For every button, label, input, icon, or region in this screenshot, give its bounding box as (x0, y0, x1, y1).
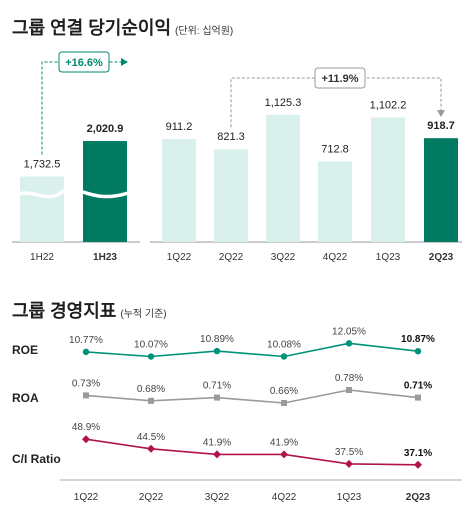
point-roa-2Q23 (415, 394, 421, 401)
point-roa-1Q23 (346, 387, 352, 393)
x-tick-2Q22: 2Q22 (219, 252, 244, 263)
x-tick-1Q23: 1Q23 (376, 252, 401, 263)
net-income-title-text: 그룹 연결 당기순이익 (12, 18, 172, 38)
point-ci-2Q23 (414, 460, 422, 469)
bar-value-label-4Q22: 712.8 (321, 143, 349, 155)
bar-1Q22 (162, 139, 196, 242)
point-roe-3Q22 (213, 347, 221, 355)
series-line-ciratio (85, 438, 419, 466)
growth-box-half (58, 51, 110, 73)
bar-2Q23 (424, 138, 458, 242)
value-label-roe-4Q22: 10.08% (267, 339, 301, 350)
point-roa-4Q22 (281, 400, 287, 406)
x-tick-4Q22: 4Q22 (272, 492, 297, 503)
value-label-ciratio-3Q22: 41.9% (203, 437, 231, 448)
net-income-unit: (단위: 십억원) (175, 26, 234, 37)
growth-label-quarter: +11.9% (321, 73, 358, 85)
bar-value-label-1H22: 1,732.5 (24, 159, 61, 171)
x-tick-1Q22: 1Q22 (167, 252, 192, 263)
series-label-ciratio: C/I Ratio (12, 452, 61, 466)
x-tick-1Q23: 1Q23 (337, 492, 362, 503)
net-income-title: 그룹 연결 당기순이익 (단위: 십억원) (12, 14, 233, 40)
point-roe-2Q22 (147, 353, 155, 360)
x-tick-2Q23: 2Q23 (406, 492, 431, 503)
point-ci-3Q22 (213, 450, 221, 459)
x-tick-3Q22: 3Q22 (205, 492, 230, 503)
metrics-title: 그룹 경영지표 (누적 기준) (12, 297, 167, 323)
value-label-roa-2Q22: 0.68% (137, 384, 165, 395)
x-tick-2Q23: 2Q23 (429, 252, 454, 263)
value-label-ciratio-1Q22: 48.9% (72, 422, 100, 433)
growth-label-half: +16.6% (65, 57, 103, 69)
value-label-roe-3Q22: 10.89% (200, 334, 234, 345)
series-label-roa: ROA (12, 391, 39, 405)
point-roa-3Q22 (214, 394, 220, 401)
bar-3Q22 (266, 114, 300, 242)
growth-box-quarter (314, 67, 366, 89)
bar-2Q22 (214, 149, 248, 242)
point-ci-2Q22 (147, 444, 155, 453)
series-label-roe: ROE (12, 343, 38, 357)
x-tick-1H23: 1H23 (93, 252, 117, 263)
bar-value-label-1Q23: 1,102.2 (370, 99, 407, 111)
value-label-ciratio-2Q22: 44.5% (137, 432, 165, 443)
bar-1H23 (83, 141, 127, 242)
value-label-roe-2Q22: 10.07% (134, 340, 168, 351)
point-roa-2Q22 (148, 397, 154, 404)
value-label-ciratio-4Q22: 41.9% (270, 437, 298, 448)
bar-value-label-2Q22: 821.3 (217, 131, 245, 143)
x-tick-1H22: 1H22 (30, 252, 54, 263)
x-tick-4Q22: 4Q22 (323, 252, 348, 263)
series-line-roe (85, 342, 419, 358)
point-roe-2Q23 (414, 348, 422, 355)
value-label-roa-1Q22: 0.73% (72, 378, 100, 389)
point-ci-4Q22 (280, 450, 288, 459)
bar-value-label-3Q22: 1,125.3 (265, 97, 302, 109)
bar-value-label-1H23: 2,020.9 (87, 123, 124, 135)
growth-arrow-half (41, 58, 128, 155)
value-label-roa-1Q23: 0.78% (335, 373, 363, 384)
x-tick-1Q22: 1Q22 (74, 492, 99, 503)
x-tick-2Q22: 2Q22 (139, 492, 164, 503)
point-roe-1Q23 (345, 340, 353, 347)
value-label-ciratio-1Q23: 37.5% (335, 447, 363, 458)
point-roe-4Q22 (280, 353, 288, 360)
point-ci-1Q23 (345, 459, 353, 468)
metrics-title-text: 그룹 경영지표 (12, 301, 117, 321)
value-label-roa-2Q23: 0.71% (404, 381, 432, 392)
point-ci-1Q22 (82, 435, 90, 444)
bar-4Q22 (318, 161, 352, 242)
net-income-bar-chart: 1,732.5 1H22 2,020.9 1H23 +16.6% 911.2 1Q22 821… (12, 51, 462, 263)
metrics-line-chart: ROE 10.77% 10.07% 10.89% 10.08% 12.05% 10.87% R… (12, 326, 462, 503)
series-line-roa (85, 389, 419, 404)
value-label-roe-1Q22: 10.77% (69, 335, 103, 346)
x-tick-3Q22: 3Q22 (271, 252, 296, 263)
value-label-roa-3Q22: 0.71% (203, 381, 231, 392)
bar-1Q23 (371, 117, 405, 242)
bar-value-label-1Q22: 911.2 (166, 121, 193, 133)
point-roe-1Q22 (82, 348, 90, 356)
value-label-ciratio-2Q23: 37.1% (404, 448, 432, 459)
axis-break-wave (12, 187, 129, 199)
point-roa-1Q22 (83, 392, 89, 399)
value-label-roe-1Q23: 12.05% (332, 326, 366, 337)
bar-value-label-2Q23: 918.7 (427, 120, 455, 132)
value-label-roe-2Q23: 10.87% (401, 334, 435, 345)
metrics-unit: (누적 기준) (120, 309, 167, 320)
value-label-roa-4Q22: 0.66% (270, 386, 298, 397)
bar-1H22 (20, 176, 64, 242)
